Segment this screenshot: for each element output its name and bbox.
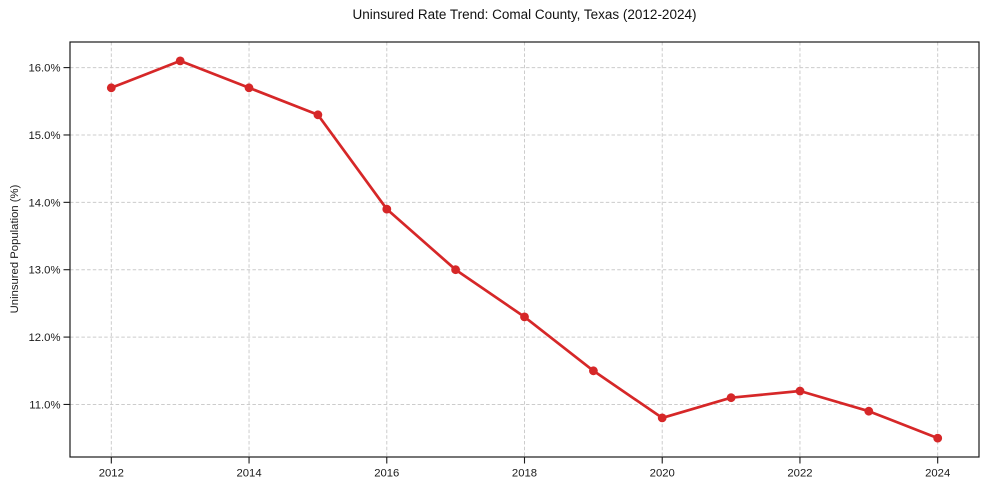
data-point-2024 (933, 433, 943, 443)
y-tick-label: 16.0% (28, 63, 60, 75)
y-tick-label: 14.0% (28, 197, 60, 209)
x-tick-label: 2018 (512, 468, 537, 480)
chart-title: Uninsured Rate Trend: Comal County, Texa… (352, 7, 697, 22)
data-point-2020 (657, 413, 667, 423)
y-tick-label: 15.0% (28, 130, 60, 142)
data-point-2017 (451, 265, 460, 275)
x-tick-label: 2020 (650, 468, 675, 480)
data-point-2022 (795, 386, 805, 396)
x-tick-label: 2012 (99, 468, 124, 480)
y-tick-label: 13.0% (28, 265, 60, 277)
plot-frame (69, 41, 980, 458)
data-point-2016 (382, 204, 392, 214)
x-tick-label: 2022 (787, 468, 812, 480)
data-point-2013 (175, 56, 185, 66)
data-point-2021 (726, 393, 736, 403)
data-point-2012 (106, 83, 116, 93)
data-point-2019 (589, 366, 598, 376)
y-tick-label: 12.0% (28, 332, 60, 344)
x-tick-label: 2016 (374, 468, 399, 480)
x-tick-label: 2024 (925, 468, 950, 480)
y-axis-label: Uninsured Population (%) (9, 184, 21, 314)
x-tick-label: 2014 (236, 468, 261, 480)
data-point-2023 (864, 406, 874, 416)
y-tick-label: 11.0% (29, 399, 60, 411)
data-point-2014 (244, 83, 254, 93)
data-point-2015 (313, 110, 323, 120)
data-point-2018 (520, 312, 529, 322)
